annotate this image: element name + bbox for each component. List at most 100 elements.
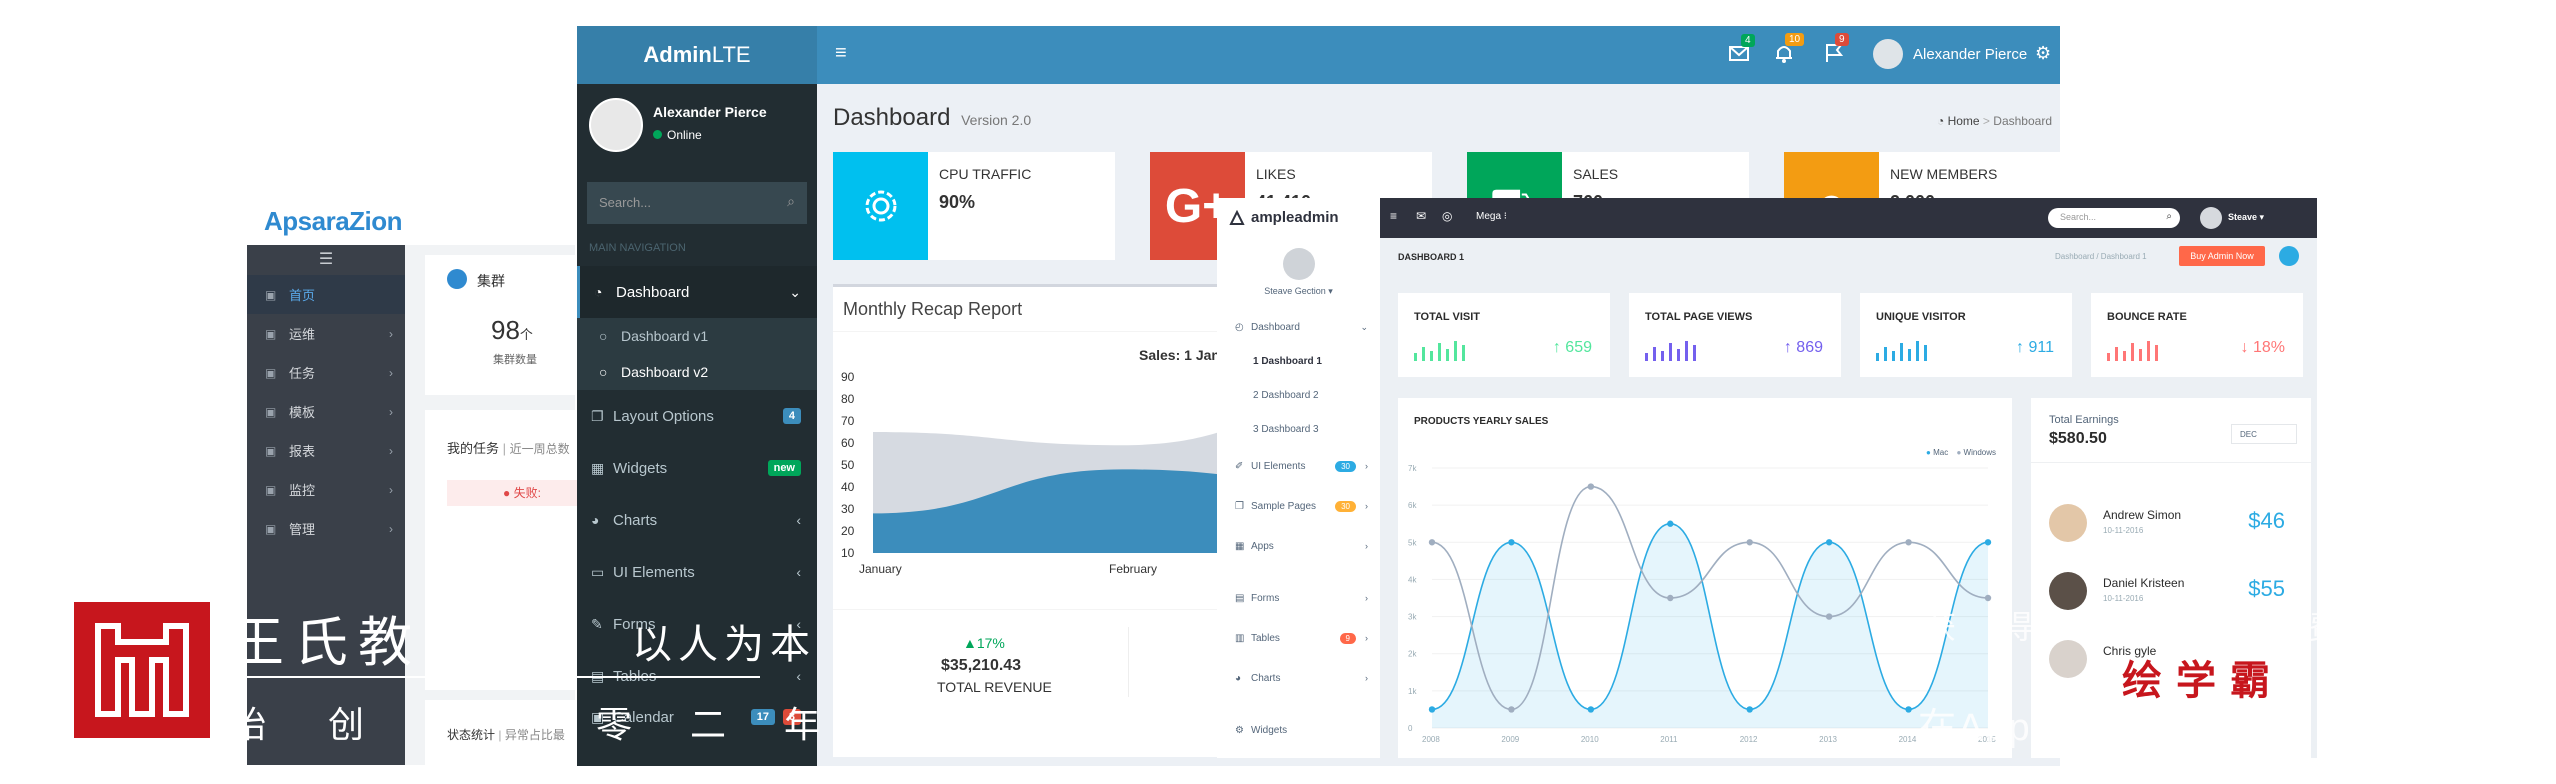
sparkline-bar xyxy=(1908,349,1911,361)
cluster-unit: 个 xyxy=(519,327,533,342)
yearly-sales-card: PRODUCTS YEARLY SALES ● Mac ● Windows 0 1… xyxy=(1398,398,2012,758)
apsara-nav-item[interactable]: ▣ 任务 › xyxy=(247,353,405,392)
am-nav-widgets[interactable]: ⚙ Widgets xyxy=(1235,724,1288,736)
earner-row[interactable]: Andrew Simon 10-11-2016 $46 xyxy=(2031,498,2311,558)
clock-icon: ◴ xyxy=(1235,321,1244,333)
am-nav-charts[interactable]: ◕ Charts › xyxy=(1235,672,1368,684)
monitor-icon: ▣ xyxy=(265,482,277,497)
nav-dashboard[interactable]: ◔ Dashboard ⌄ xyxy=(577,266,817,318)
sparkline-bar xyxy=(1669,343,1672,361)
sparkline-bar xyxy=(2131,343,2134,361)
am-nav-forms[interactable]: ▤ Forms › xyxy=(1235,592,1368,604)
nav-dashboard-v1[interactable]: ○ Dashboard v1 xyxy=(599,328,709,344)
am-nav-dashboard[interactable]: ◴ Dashboard ⌄ xyxy=(1235,321,1368,333)
apsara-nav-item[interactable]: ▣ 监控 › xyxy=(247,470,405,509)
x-tick-label: 2015 xyxy=(1978,735,1996,744)
right-brand-text: 绘学霸 xyxy=(2122,659,2284,703)
chevron-right-icon: › xyxy=(389,365,393,380)
am-nav-d2[interactable]: 2 Dashboard 2 xyxy=(1253,389,1319,401)
cluster-count: 98 xyxy=(491,315,520,345)
earner-row[interactable]: Daniel Kristeen 10-11-2016 $55 xyxy=(2031,566,2311,626)
chevron-down-icon: ⌄ xyxy=(789,283,801,300)
ample-search[interactable]: Search... ⌕ xyxy=(2048,208,2180,228)
sales-range-label: Sales: 1 Jan, xyxy=(1139,347,1224,363)
y-tick-label: 90 xyxy=(841,370,855,384)
revenue-value: $35,210.43 xyxy=(941,657,1022,674)
sparkline-bar xyxy=(2123,351,2126,361)
ops-icon: ▣ xyxy=(265,326,277,341)
side-user-name[interactable]: Steave Gection ▾ xyxy=(1264,286,1333,296)
top-user-name[interactable]: Steave ▾ xyxy=(2228,212,2265,222)
am-nav-d1[interactable]: 1 Dashboard 1 xyxy=(1253,355,1322,367)
stat-bounce-rate: BOUNCE RATE ↓ 18% xyxy=(2091,293,2303,377)
earner-avatar xyxy=(2049,572,2087,610)
buy-admin-button[interactable]: Buy Admin Now xyxy=(2179,246,2265,266)
apsara-nav-item[interactable]: ▣ 运维 › xyxy=(247,314,405,353)
am-nav-ui[interactable]: ✐ UI Elements 30 › xyxy=(1235,460,1368,472)
manage-icon: ▣ xyxy=(265,521,277,536)
apsara-nav-item[interactable]: ▣ 首页 xyxy=(247,275,405,314)
nav-layout-options[interactable]: ❐ Layout Options 4 xyxy=(577,390,817,442)
breadcrumb-home[interactable]: Home xyxy=(1947,114,1980,128)
apsara-nav-item[interactable]: ▣ 管理 › xyxy=(247,509,405,548)
month-select[interactable]: DEC xyxy=(2231,424,2297,444)
apsara-nav-item[interactable]: ▣ 报表 › xyxy=(247,431,405,470)
am-nav-tables[interactable]: ▥ Tables 9 › xyxy=(1235,632,1368,644)
ample-breadcrumb[interactable]: Dashboard / Dashboard 1 xyxy=(2055,252,2147,261)
user-avatar xyxy=(589,98,643,152)
settings-fab-icon[interactable] xyxy=(2279,246,2299,266)
am-nav-apps[interactable]: ▦ Apps › xyxy=(1235,540,1368,552)
gear-icon xyxy=(833,152,928,260)
control-sidebar-gears-icon[interactable]: ⚙ xyxy=(2035,43,2052,63)
header-avatar[interactable] xyxy=(1873,39,1903,69)
y-tick-label: 3k xyxy=(1408,613,1417,622)
mail-icon[interactable]: 4 xyxy=(1729,34,1755,62)
data-point xyxy=(1905,706,1912,713)
mega-menu[interactable]: Mega ⁝ xyxy=(1476,211,1507,222)
bell-icon[interactable]: 10 xyxy=(1775,33,1805,63)
y-tick-label: 60 xyxy=(841,436,855,450)
nav-charts[interactable]: ◕ Charts ‹ xyxy=(591,511,801,529)
bell-badge: 10 xyxy=(1785,33,1805,46)
nav-header: MAIN NAVIGATION xyxy=(589,242,686,254)
earner-row[interactable]: Chris gyle xyxy=(2031,634,2311,694)
cluster-card: 集群 98个 集群数量 xyxy=(425,255,585,395)
nav-forms[interactable]: ✎ Forms ‹ xyxy=(591,615,801,633)
ample-logo-icon xyxy=(1229,210,1245,226)
lte-logo[interactable]: AdminLTE xyxy=(577,26,817,84)
data-point xyxy=(1508,539,1515,546)
nav-widgets[interactable]: ▦ Widgets new xyxy=(577,442,817,494)
mail-icon[interactable]: ✉ xyxy=(1416,209,1427,223)
x-tick-label: February xyxy=(1109,562,1157,576)
menu-icon[interactable]: ≡ xyxy=(1390,209,1398,223)
nav-calendar[interactable]: ▣ Calendar 17 3 xyxy=(577,702,817,732)
cluster-title: 集群 xyxy=(477,273,505,289)
search-icon[interactable]: ⌕ xyxy=(787,193,795,209)
revenue-change: ▲17% xyxy=(963,635,1005,651)
target-icon[interactable]: ◎ xyxy=(1442,209,1453,223)
sidebar-toggle-icon[interactable]: ≡ xyxy=(835,42,847,64)
divider xyxy=(235,676,760,678)
menu-toggle-icon[interactable]: ☰ xyxy=(318,251,334,268)
pie-chart-icon: ◕ xyxy=(591,512,600,528)
lte-sidebar: Alexander Pierce Online Search... ⌕ MAIN… xyxy=(577,84,817,766)
search-input[interactable]: Search... xyxy=(599,195,652,210)
nav-ui-elements[interactable]: ▭ UI Elements ‹ xyxy=(591,563,801,581)
files-icon: ❐ xyxy=(591,407,604,424)
data-point xyxy=(1508,706,1515,713)
y-tick-label: 50 xyxy=(841,458,855,472)
apsara-logo: ApsaraZion xyxy=(264,206,403,236)
top-avatar[interactable] xyxy=(2200,207,2222,229)
status-stats-title: 状态统计 xyxy=(447,728,496,742)
am-nav-d3[interactable]: 3 Dashboard 3 xyxy=(1253,423,1319,435)
am-nav-sample[interactable]: ❐ Sample Pages 30 › xyxy=(1235,500,1368,512)
right-bottom-text: 在AppStore或应用宝 xyxy=(1918,707,2293,749)
header-user-name[interactable]: Alexander Pierce xyxy=(1913,46,2028,63)
ample-logo[interactable]: ampleadmin xyxy=(1217,198,1380,238)
cluster-icon xyxy=(447,269,467,289)
nav-dashboard-v2[interactable]: ○ Dashboard v2 xyxy=(599,364,709,380)
yearly-legend: ● Mac ● Windows xyxy=(1926,448,1996,457)
flag-icon[interactable]: 9 xyxy=(1825,33,1849,63)
apsara-nav-item[interactable]: ▣ 模板 › xyxy=(247,392,405,431)
sidebar-search[interactable]: Search... ⌕ xyxy=(587,182,807,224)
